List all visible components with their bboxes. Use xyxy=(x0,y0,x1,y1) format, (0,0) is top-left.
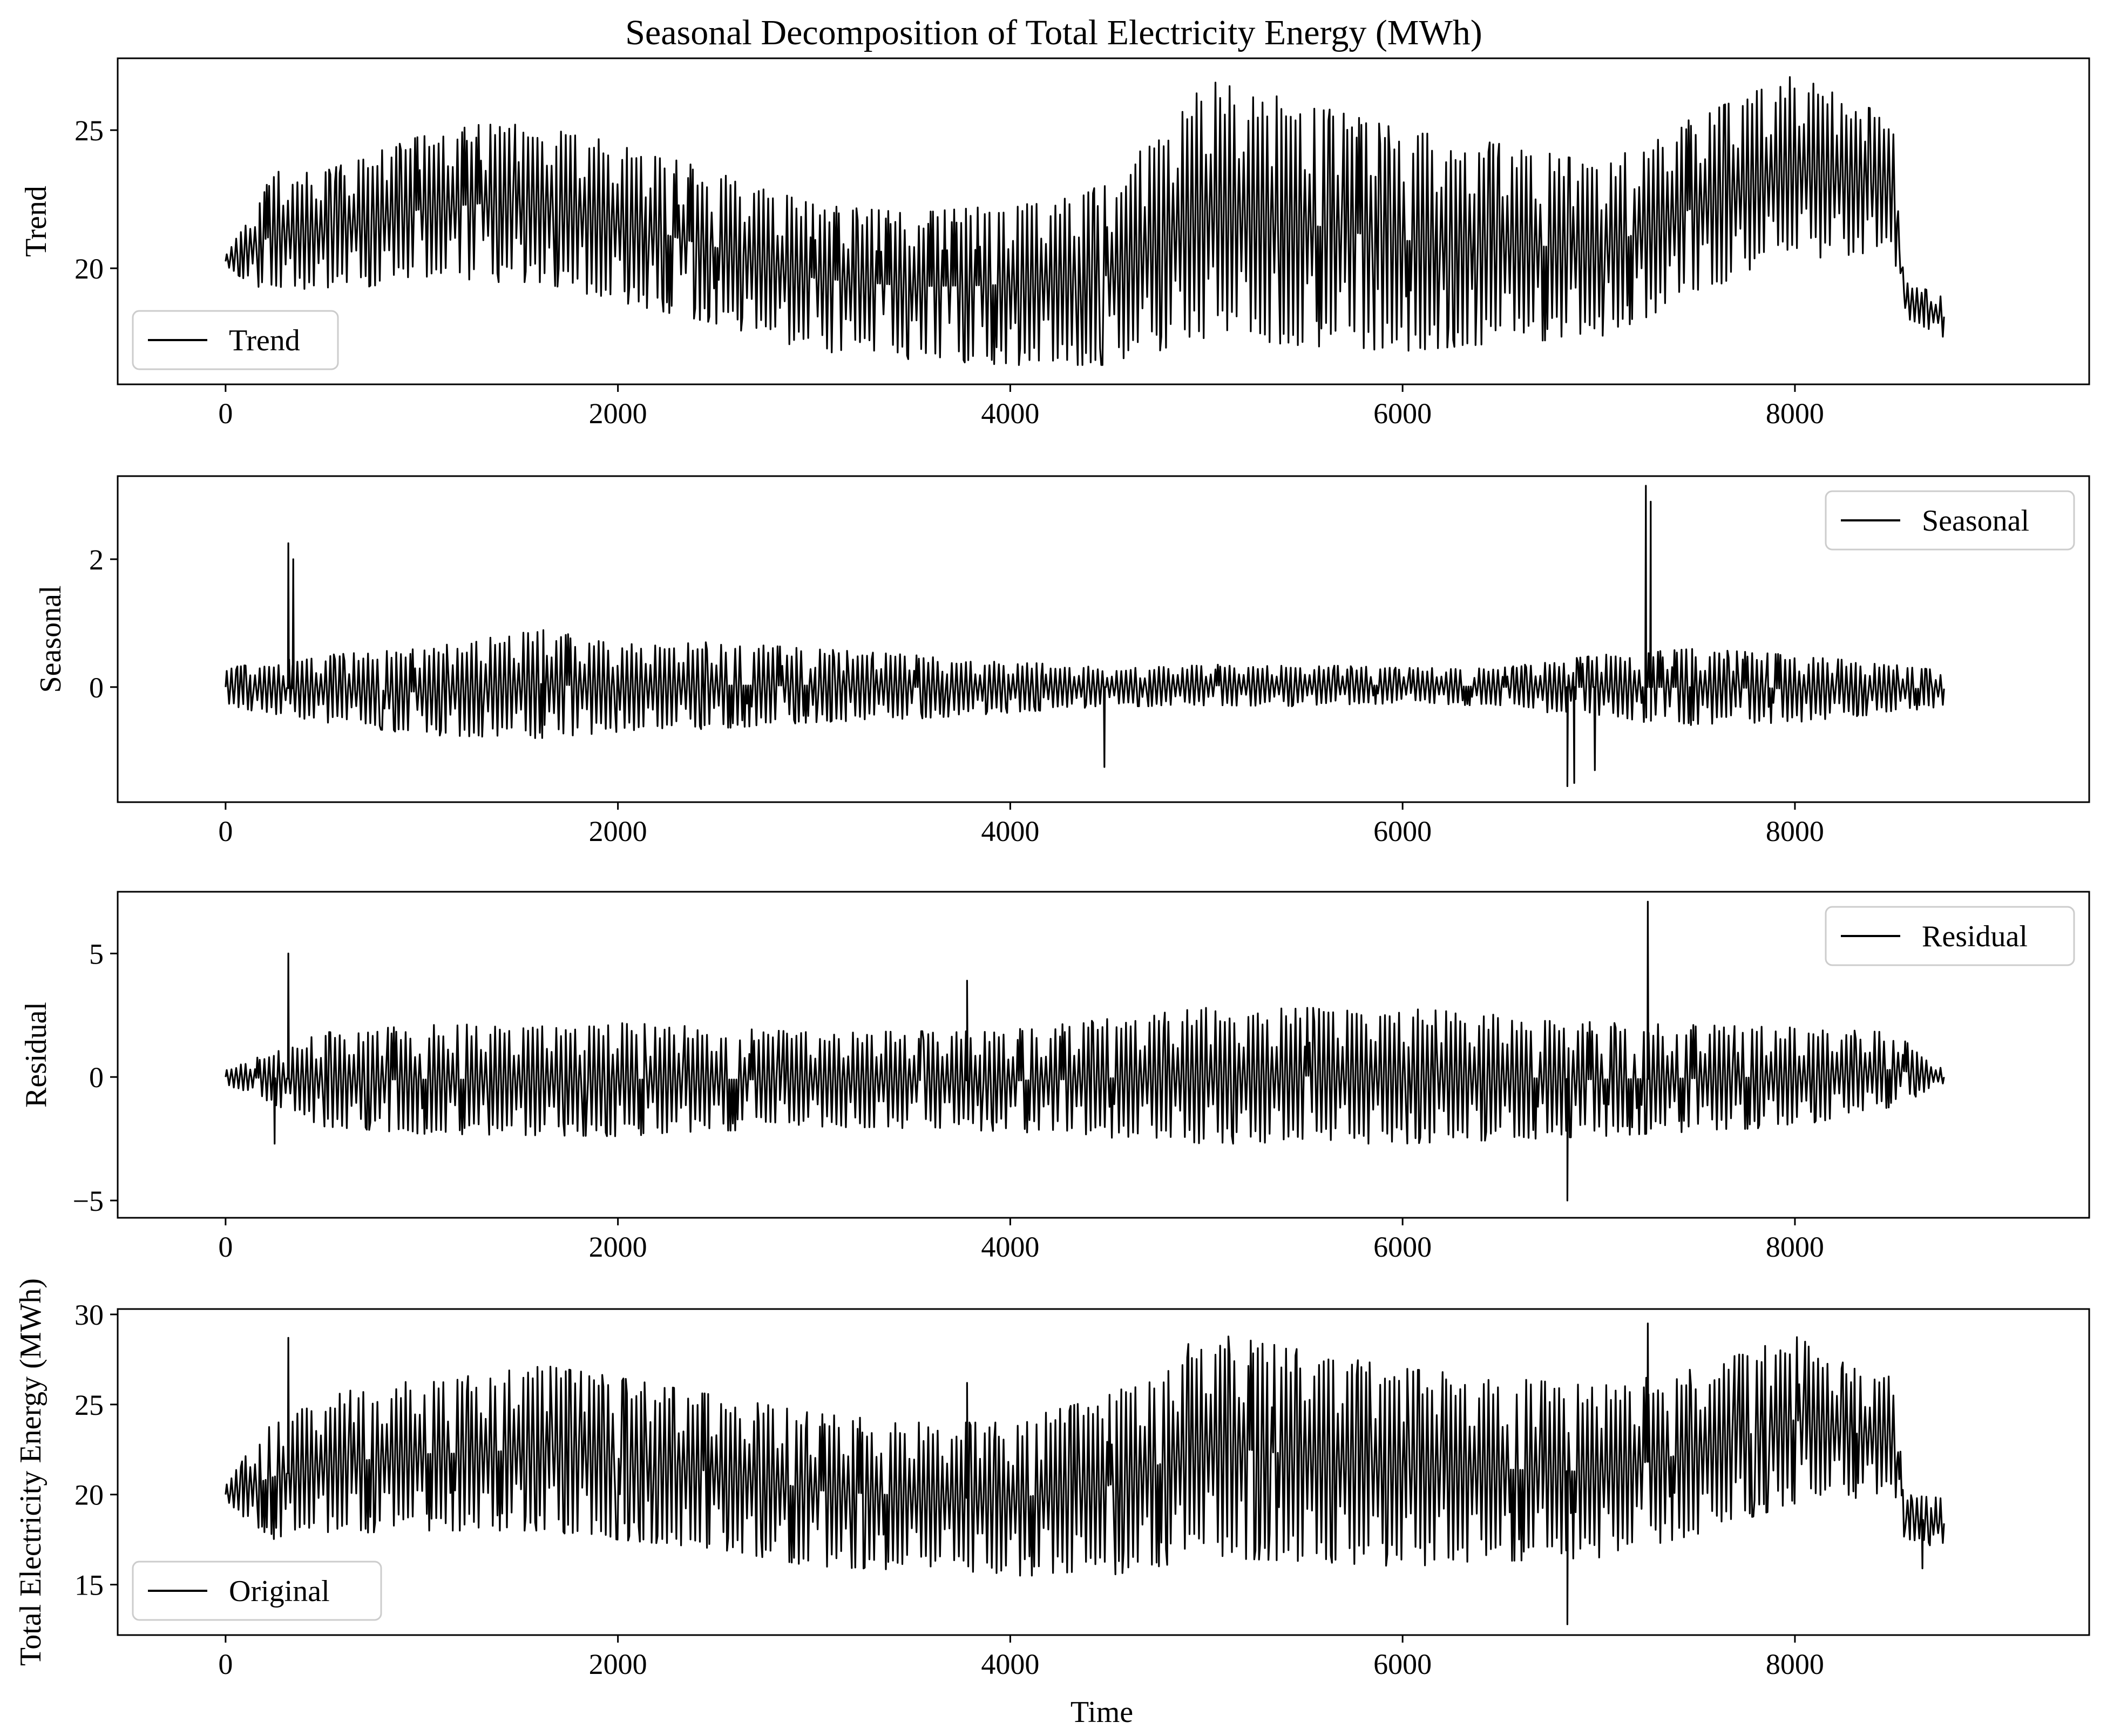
x-tick-label: 2000 xyxy=(589,397,647,430)
x-tick-label: 2000 xyxy=(589,1648,647,1680)
y-tick-label: 0 xyxy=(89,1061,104,1094)
series-line-trend xyxy=(225,76,1945,366)
y-axis-label: Seasonal xyxy=(34,585,67,693)
legend: Original xyxy=(132,1561,382,1621)
legend-label: Trend xyxy=(229,324,300,357)
legend-box xyxy=(1825,906,2075,966)
legend: Trend xyxy=(132,310,339,370)
series-line-residual xyxy=(225,900,1945,1202)
axes-frame xyxy=(117,891,2090,1219)
panel-seasonal: 0 2000 4000 6000 8000 0 2 Seasonal Seasonal xyxy=(34,475,2090,847)
y-tick-label: 30 xyxy=(74,1299,104,1331)
x-tick-label: 2000 xyxy=(589,1231,647,1263)
x-tick-label: 4000 xyxy=(981,1648,1039,1680)
y-axis-label: Trend xyxy=(19,186,53,257)
legend: Seasonal xyxy=(1825,490,2075,551)
y-tick-label: 0 xyxy=(89,672,104,704)
y-tick-label: 20 xyxy=(74,1479,104,1511)
legend: Residual xyxy=(1825,906,2075,966)
series-line-original xyxy=(225,1323,1945,1625)
legend-label: Residual xyxy=(1922,920,2028,953)
legend-label: Seasonal xyxy=(1922,504,2029,538)
x-tick-label: 2000 xyxy=(589,815,647,847)
x-tick-label: 8000 xyxy=(1766,1648,1824,1680)
x-tick-label: 6000 xyxy=(1373,1231,1432,1263)
axes-frame xyxy=(117,475,2090,803)
y-tick-label: 20 xyxy=(74,253,104,285)
legend-box xyxy=(1825,490,2075,551)
x-tick-label: 4000 xyxy=(981,397,1039,430)
x-tick-label: 8000 xyxy=(1766,815,1824,847)
x-axis-label: Time xyxy=(1071,1696,1133,1729)
x-tick-label: 4000 xyxy=(981,1231,1039,1263)
panel-trend: 0 2000 4000 6000 8000 20 25 Trend Trend xyxy=(19,57,2090,430)
y-axis-label: Total Electricity Energy (MWh) xyxy=(14,1278,48,1666)
legend-label: Original xyxy=(229,1575,330,1608)
axes-frame xyxy=(117,57,2090,385)
panel-residual: 0 2000 4000 6000 8000 −5 0 5 Residual Residual xyxy=(19,891,2090,1263)
x-tick-label: 0 xyxy=(218,815,233,847)
legend-box xyxy=(132,1561,382,1621)
x-tick-label: 0 xyxy=(218,1648,233,1680)
legend-box xyxy=(132,310,339,370)
x-tick-label: 0 xyxy=(218,397,233,430)
figure-title: Seasonal Decomposition of Total Electric… xyxy=(625,13,1482,52)
y-tick-label: 2 xyxy=(89,544,104,576)
y-tick-label: 15 xyxy=(74,1569,104,1602)
x-tick-label: 6000 xyxy=(1373,815,1432,847)
y-tick-label: 25 xyxy=(74,1389,104,1421)
panel-original: 0 2000 4000 6000 8000 15 20 25 30 Total Electrici… xyxy=(14,1278,2090,1729)
y-tick-label: 25 xyxy=(74,114,104,147)
series-line-seasonal xyxy=(225,485,1945,787)
x-tick-label: 8000 xyxy=(1766,397,1824,430)
y-tick-label: 5 xyxy=(89,938,104,970)
axes-frame xyxy=(117,1308,2090,1636)
y-axis-label: Residual xyxy=(19,1002,53,1108)
x-tick-label: 4000 xyxy=(981,815,1039,847)
y-tick-label: −5 xyxy=(73,1185,104,1217)
x-tick-label: 8000 xyxy=(1766,1231,1824,1263)
x-tick-label: 6000 xyxy=(1373,1648,1432,1680)
x-tick-label: 6000 xyxy=(1373,397,1432,430)
x-tick-label: 0 xyxy=(218,1231,233,1263)
